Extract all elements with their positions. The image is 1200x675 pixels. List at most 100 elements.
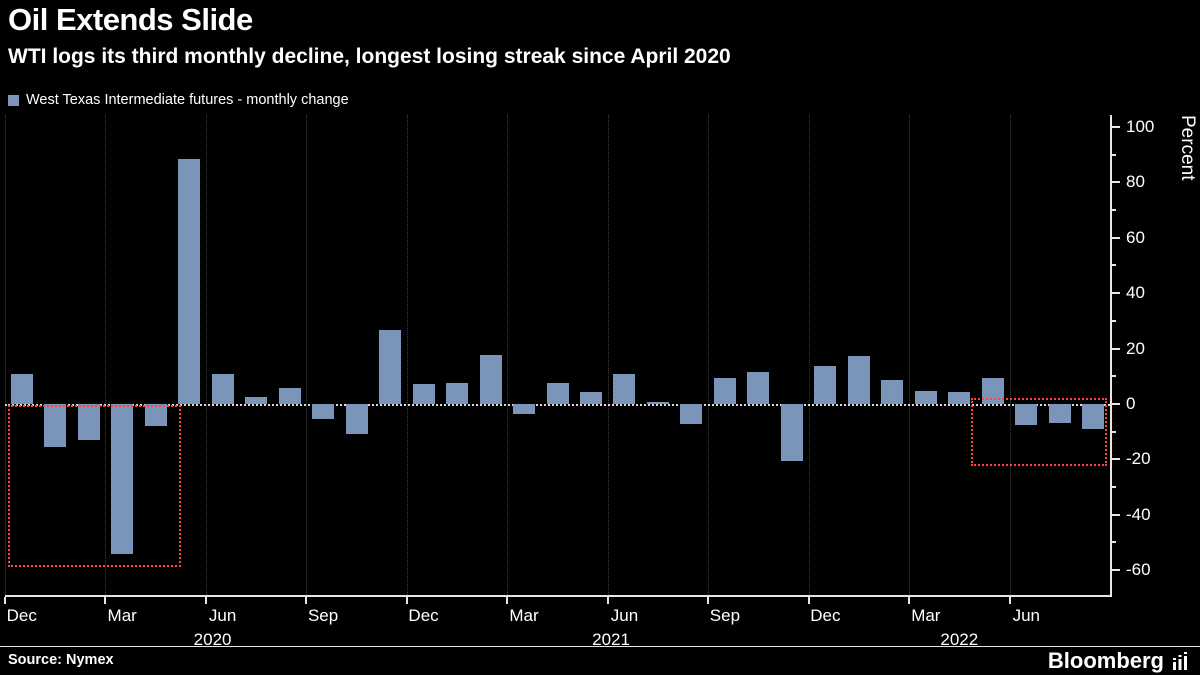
bar — [513, 403, 535, 415]
x-gridline — [708, 115, 710, 595]
x-tick-label: Sep — [709, 606, 741, 625]
x-gridline — [1009, 115, 1011, 595]
bar — [747, 372, 770, 404]
legend-label: West Texas Intermediate futures - monthl… — [26, 92, 349, 108]
y-tick — [1110, 181, 1120, 184]
x-tick-label: Sep — [307, 606, 339, 625]
bar — [211, 374, 234, 404]
source-note: Source: Nymex — [8, 652, 114, 668]
bar — [546, 383, 569, 404]
bar — [579, 391, 602, 404]
bar — [412, 384, 435, 404]
bar — [881, 380, 904, 404]
x-gridline — [909, 115, 911, 595]
y-tick-label: -60 — [1126, 560, 1151, 579]
x-tick-label: Mar — [107, 606, 137, 625]
y-tick — [1110, 513, 1120, 516]
y-tick-label: 60 — [1126, 227, 1145, 247]
x-gridline — [306, 115, 308, 595]
bar — [178, 159, 201, 404]
y-minor-tick — [1110, 541, 1116, 544]
x-tick — [405, 597, 408, 604]
bar — [613, 373, 636, 404]
y-tick — [1110, 126, 1120, 128]
x-gridline — [5, 115, 6, 595]
y-tick — [1110, 292, 1120, 295]
y-minor-tick — [1110, 153, 1116, 156]
y-tick-label: 20 — [1126, 338, 1145, 358]
x-tick-label: Mar — [509, 606, 539, 625]
bar — [379, 329, 402, 404]
bar — [345, 403, 368, 435]
bar — [713, 377, 736, 404]
chart-legend: West Texas Intermediate futures - monthl… — [8, 92, 349, 108]
bar — [981, 377, 1004, 404]
highlight-box — [7, 405, 181, 568]
x-tick-label: Dec — [408, 606, 439, 625]
x-tick-label: Jun — [208, 606, 237, 625]
y-minor-tick — [1110, 430, 1116, 433]
year-label: 2022 — [940, 630, 979, 649]
x-tick-label: Jun — [610, 606, 639, 625]
bar — [446, 382, 469, 404]
y-axis-title: Percent — [1177, 115, 1198, 181]
legend-swatch-icon — [8, 94, 19, 106]
year-label: 2021 — [592, 630, 630, 649]
x-gridline — [607, 115, 609, 595]
y-tick-label: 0 — [1126, 393, 1136, 413]
bar — [479, 354, 502, 404]
bar — [780, 403, 803, 462]
bar — [77, 403, 100, 441]
y-tick — [1110, 458, 1120, 461]
chart-plot-area — [5, 115, 1112, 597]
y-tick-label: -20 — [1126, 449, 1151, 469]
chart-subtitle: WTI logs its third monthly decline, long… — [8, 45, 731, 68]
x-tick — [305, 597, 308, 604]
bar — [914, 390, 937, 404]
x-axis: Dec Mar Jun Sep Dec Mar Jun Sep Dec Mar Jun 2020 202… — [4, 597, 1110, 649]
x-tick-label: Jun — [1012, 606, 1040, 625]
x-gridline — [105, 115, 107, 595]
page-title: Oil Extends Slide — [8, 2, 253, 37]
y-tick-label: 80 — [1126, 172, 1145, 192]
y-tick-label: -40 — [1126, 504, 1151, 524]
x-tick — [4, 597, 6, 604]
y-tick — [1110, 569, 1120, 571]
bar — [245, 396, 268, 404]
zero-line — [5, 403, 1110, 406]
bar — [847, 356, 870, 404]
x-tick-label: Dec — [810, 606, 841, 625]
y-minor-tick — [1110, 485, 1116, 488]
bar — [10, 374, 33, 404]
bar — [1048, 403, 1071, 423]
bloomberg-logo-text: Bloomberg — [1047, 648, 1164, 673]
x-gridline — [507, 115, 509, 595]
bar — [646, 401, 669, 404]
y-tick-label: 40 — [1126, 283, 1145, 303]
y-tick — [1110, 236, 1120, 239]
bar — [312, 403, 335, 420]
x-gridline — [406, 115, 408, 595]
footer-divider — [0, 646, 1200, 647]
bar — [111, 403, 134, 554]
x-tick — [707, 597, 710, 604]
x-tick — [908, 597, 911, 604]
x-tick-label: Dec — [6, 606, 37, 625]
x-gridline — [205, 115, 207, 595]
bar — [1015, 403, 1038, 426]
year-label: 2020 — [193, 630, 232, 649]
x-tick-label: Mar — [911, 606, 941, 625]
bar — [948, 391, 971, 404]
bar — [1082, 403, 1105, 430]
y-axis: 100 80 60 40 20 0 -20 -40 -60 — [1110, 115, 1195, 595]
y-minor-tick — [1110, 264, 1116, 267]
x-tick — [506, 597, 509, 604]
highlight-box — [971, 397, 1108, 467]
x-tick — [204, 597, 207, 604]
bar — [278, 387, 301, 404]
y-tick-label: 100 — [1126, 117, 1155, 136]
x-tick — [807, 597, 810, 604]
y-tick — [1110, 402, 1120, 405]
bar — [44, 403, 67, 448]
